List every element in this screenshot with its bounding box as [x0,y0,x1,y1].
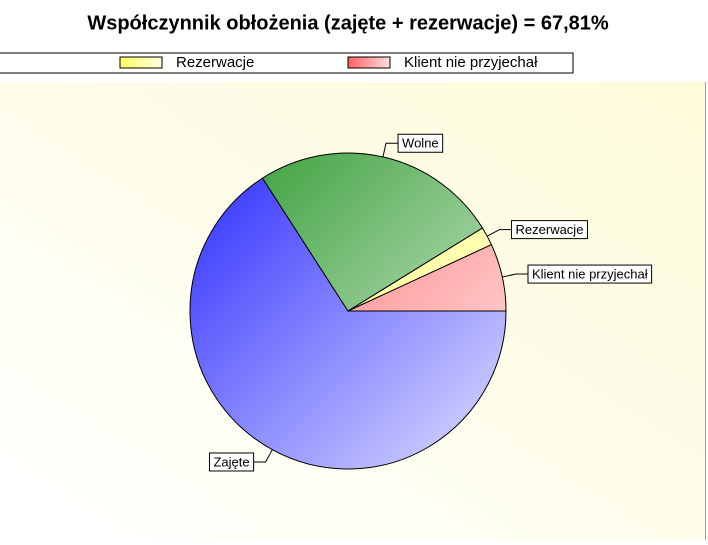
legend-swatch [347,56,391,69]
label-box [527,264,653,284]
leader-line [486,229,512,237]
leader-line [502,273,528,278]
leader-line [253,449,273,463]
slice-label: Zajęte [213,454,249,469]
legend-swatch [119,56,163,69]
pie-slice [261,152,484,312]
chart-title: Współczynnik obłożenia (zajęte + rezerwa… [87,12,609,34]
slice-label: Wolne [402,136,439,151]
label-box [208,452,255,472]
legend-label: Klient nie przyjechał [404,54,538,71]
slice-label: Klient nie przyjechał [532,266,648,281]
slice-label: Rezerwacje [516,222,584,237]
leader-line [382,142,399,158]
pie-slice [347,244,507,312]
label-box [397,133,444,153]
label-box [511,220,588,240]
pie-slice [189,177,507,470]
legend-label: Rezerwacje [176,54,254,71]
